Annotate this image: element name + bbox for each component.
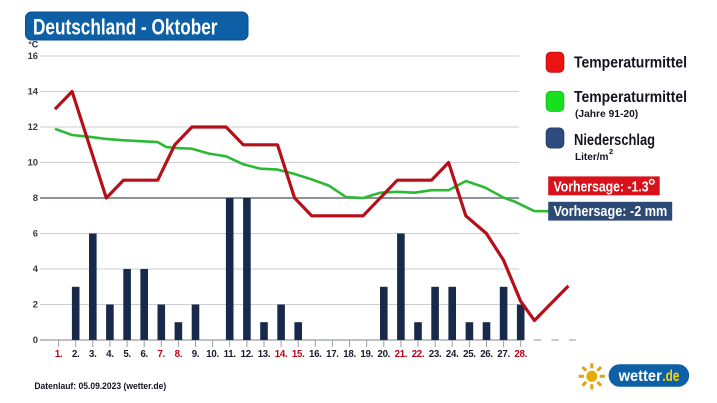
svg-text:Liter/m: Liter/m [575,151,609,163]
svg-text:(Jahre 91-20): (Jahre 91-20) [575,108,638,120]
svg-text:2: 2 [33,298,38,309]
svg-text:21.: 21. [395,349,408,360]
svg-text:17.: 17. [326,349,339,360]
svg-text:Datenlauf: 05.09.2023 (wetter.: Datenlauf: 05.09.2023 (wetter.de) [34,381,166,391]
svg-text:9.: 9. [192,349,200,360]
svg-text:16.: 16. [309,349,322,360]
svg-text:19.: 19. [360,349,373,360]
svg-text:11.: 11. [224,349,237,360]
svg-text:8: 8 [33,192,38,203]
svg-text:Deutschland - Oktober: Deutschland - Oktober [33,14,218,39]
svg-text:4.: 4. [106,349,114,360]
svg-text:5.: 5. [123,349,131,360]
svg-text:2.: 2. [72,349,80,360]
svg-text:18.: 18. [343,349,356,360]
svg-text:Vorhersage: -1.3: Vorhersage: -1.3 [554,178,649,195]
svg-text:10.: 10. [206,349,219,360]
svg-text:Temperaturmittel: Temperaturmittel [574,89,687,106]
svg-text:8.: 8. [175,349,183,360]
svg-text:6: 6 [33,227,38,238]
svg-text:.de: .de [662,368,679,385]
svg-text:23.: 23. [429,349,442,360]
svg-text:10: 10 [28,156,38,167]
svg-text:6.: 6. [140,349,148,360]
svg-text:27.: 27. [497,349,510,360]
svg-text:3.: 3. [89,349,97,360]
svg-text:20.: 20. [378,349,391,360]
svg-text:wetter: wetter [618,368,662,385]
svg-text:Temperaturmittel: Temperaturmittel [574,54,687,71]
svg-text:Vorhersage: -2 mm: Vorhersage: -2 mm [554,203,668,220]
svg-text:12.: 12. [241,349,254,360]
svg-text:24.: 24. [446,349,459,360]
svg-text:13.: 13. [258,349,271,360]
svg-text:14: 14 [28,85,39,96]
svg-text:Niederschlag: Niederschlag [574,132,655,149]
svg-text:25.: 25. [463,349,476,360]
svg-text:22.: 22. [412,349,425,360]
svg-text:7.: 7. [158,349,166,360]
svg-text:26.: 26. [480,349,493,360]
svg-text:2: 2 [609,147,613,156]
svg-text:28.: 28. [514,349,527,360]
svg-text:15.: 15. [292,349,305,360]
svg-text:1.: 1. [55,349,63,360]
svg-text:16: 16 [28,50,38,61]
svg-text:0: 0 [33,334,38,345]
svg-text:14.: 14. [275,349,288,360]
svg-text:4: 4 [33,263,39,274]
svg-text:°C: °C [28,40,39,50]
svg-text:12: 12 [28,121,38,132]
